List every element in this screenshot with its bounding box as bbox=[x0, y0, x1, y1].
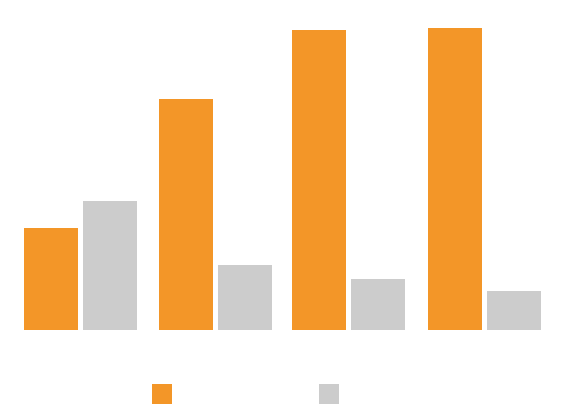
legend-item-series-1 bbox=[152, 384, 172, 404]
legend-swatch-series-2 bbox=[319, 384, 339, 404]
bar-series-2-category-4 bbox=[487, 291, 541, 330]
bar-series-1-category-4 bbox=[428, 28, 482, 330]
bar-series-2-category-1 bbox=[83, 201, 137, 330]
bar-series-2-category-3 bbox=[351, 279, 405, 330]
bar-series-1-category-3 bbox=[292, 30, 346, 330]
legend bbox=[0, 384, 564, 404]
bar-series-2-category-2 bbox=[218, 265, 272, 330]
bars-group bbox=[24, 28, 541, 330]
legend-swatch-series-1 bbox=[152, 384, 172, 404]
bar-series-1-category-1 bbox=[24, 228, 78, 330]
bar-series-1-category-2 bbox=[159, 99, 213, 330]
legend-item-series-2 bbox=[319, 384, 339, 404]
